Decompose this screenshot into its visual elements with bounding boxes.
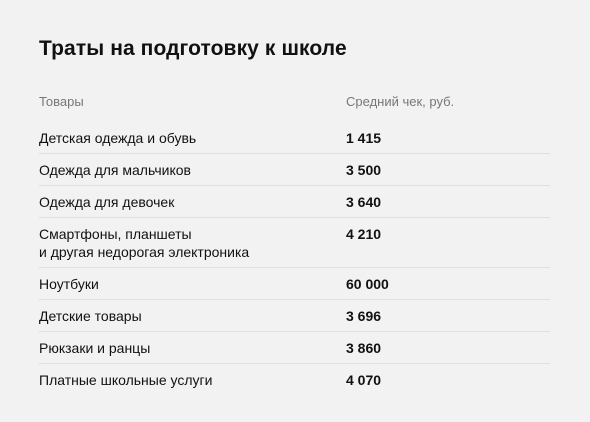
- row-name-line: Детские товары: [39, 308, 142, 324]
- row-name-line: Платные школьные услуги: [39, 372, 213, 388]
- spending-table: Товары Средний чек, руб. Детская одежда …: [39, 92, 550, 395]
- row-value: 3 500: [346, 162, 382, 178]
- table-body: Детская одежда и обувь 1 415 Одежда для ма…: [39, 122, 550, 395]
- row-name-line: Одежда для девочек: [39, 194, 175, 210]
- table-row: Смартфоны, планшеты и другая недорогая эл…: [39, 218, 550, 268]
- row-value: 4 070: [346, 372, 382, 388]
- row-name: Платные школьные услуги: [39, 364, 339, 389]
- row-name-line: Смартфоны, планшеты: [39, 226, 192, 242]
- table-row: Одежда для девочек 3 640: [39, 186, 550, 218]
- row-name-line: Ноутбуки: [39, 276, 99, 292]
- row-value: 3 696: [346, 308, 382, 324]
- row-name: Ноутбуки: [39, 268, 339, 293]
- column-header-goods: Товары: [39, 94, 84, 109]
- row-value: 1 415: [346, 130, 382, 146]
- row-name-line: Одежда для мальчиков: [39, 162, 191, 178]
- table-row: Одежда для мальчиков 3 500: [39, 154, 550, 186]
- column-header-average-check: Средний чек, руб.: [346, 94, 455, 109]
- table-row: Детская одежда и обувь 1 415: [39, 122, 550, 154]
- row-name-line: и другая недорогая электроника: [39, 244, 250, 260]
- row-name-line: Детская одежда и обувь: [39, 130, 197, 146]
- row-value: 3 640: [346, 194, 382, 210]
- row-value: 3 860: [346, 340, 382, 356]
- table-row: Детские товары 3 696: [39, 300, 550, 332]
- row-name: Детская одежда и обувь: [39, 122, 339, 147]
- row-name-line: Рюкзаки и ранцы: [39, 340, 151, 356]
- row-value: 4 210: [346, 226, 382, 242]
- table-header: Товары Средний чек, руб.: [39, 92, 550, 122]
- row-name: Рюкзаки и ранцы: [39, 332, 339, 357]
- row-value: 60 000: [346, 276, 389, 292]
- chart-title: Траты на подготовку к школе: [39, 37, 347, 60]
- row-name: Смартфоны, планшеты и другая недорогая эл…: [39, 218, 339, 261]
- row-name: Одежда для девочек: [39, 186, 339, 211]
- row-name: Одежда для мальчиков: [39, 154, 339, 179]
- table-row: Ноутбуки 60 000: [39, 268, 550, 300]
- row-name: Детские товары: [39, 300, 339, 325]
- table-row: Платные школьные услуги 4 070: [39, 364, 550, 395]
- table-row: Рюкзаки и ранцы 3 860: [39, 332, 550, 364]
